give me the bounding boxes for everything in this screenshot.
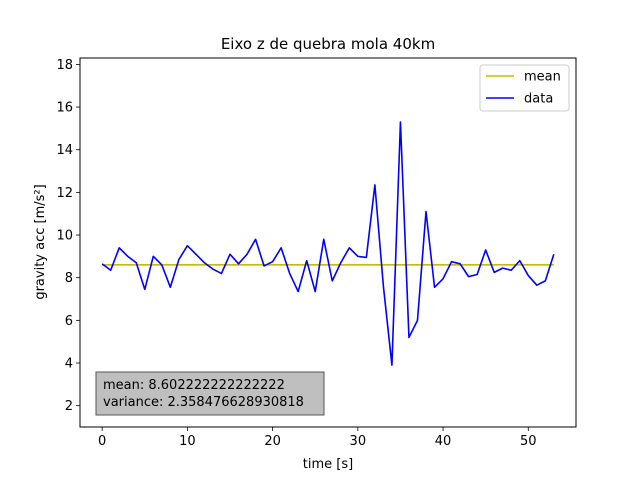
y-tick-label: 8	[65, 271, 73, 286]
legend: mean data	[479, 64, 570, 112]
x-tick-label: 50	[520, 434, 537, 449]
y-tick-label: 12	[56, 186, 73, 201]
x-tick-label: 10	[179, 434, 196, 449]
stats-annotation: mean: 8.602222222222222 variance: 2.3584…	[95, 371, 325, 416]
series-line-data	[101, 121, 555, 366]
chart-title: Eixo z de quebra mola 40km	[221, 35, 435, 53]
x-axis-label: time [s]	[303, 457, 353, 472]
y-tick-label: 14	[56, 143, 73, 158]
plot-area	[101, 121, 555, 366]
y-tick-label: 10	[56, 229, 73, 244]
stats-box	[95, 371, 325, 416]
y-tick-label: 2	[65, 399, 73, 414]
y-tick-label: 18	[56, 58, 73, 73]
x-tick-label: 20	[264, 434, 281, 449]
x-axis: 0 10 20 30 40 50	[98, 427, 537, 449]
stats-mean-text: mean: 8.602222222222222	[103, 378, 285, 393]
x-tick-label: 40	[435, 434, 452, 449]
y-tick-label: 16	[56, 101, 73, 116]
legend-label-mean: mean	[524, 70, 561, 85]
y-axis-label: gravity acc [m/s²]	[33, 184, 48, 299]
x-tick-label: 0	[98, 434, 106, 449]
stats-variance-text: variance: 2.358476628930818	[103, 395, 304, 410]
axes-frame	[79, 57, 577, 428]
x-tick-label: 30	[350, 434, 367, 449]
y-axis: 2 4 6 8 10 12 14 16 18	[56, 58, 80, 414]
y-tick-label: 4	[65, 357, 73, 372]
y-tick-label: 6	[65, 314, 73, 329]
legend-label-data: data	[524, 92, 553, 107]
